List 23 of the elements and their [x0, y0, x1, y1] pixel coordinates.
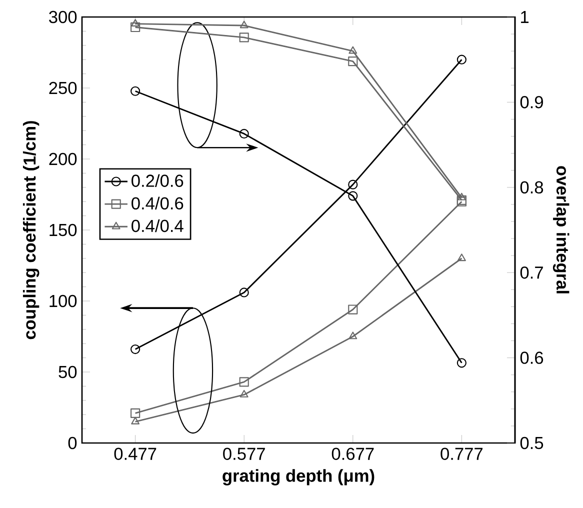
- legend-label: 0.4/0.4: [132, 219, 184, 232]
- legend-label: 0.4/0.6: [132, 196, 184, 210]
- y-tick-label: 100: [50, 294, 77, 308]
- y2-tick-label: 1: [521, 11, 529, 23]
- y-tick-label: 300: [49, 10, 77, 24]
- legend-label: 0.2/0.6: [132, 174, 184, 187]
- y-tick-label: 0: [68, 436, 77, 450]
- y2-axis-title: overlap integral: [552, 166, 570, 294]
- x-tick-label: 0.777: [440, 448, 482, 460]
- y-tick-label: 200: [49, 152, 77, 166]
- y-tick-label: 50: [58, 366, 77, 378]
- y2-tick-label: 0.6: [520, 352, 544, 364]
- y2-tick-label: 0.9: [520, 96, 543, 108]
- y2-tick-label: 0.7: [520, 266, 543, 279]
- y-axis-title: coupling coefficient (1/cm): [22, 121, 40, 340]
- x-axis-title: grating depth (μm): [222, 469, 374, 486]
- x-tick-label: 0.677: [332, 448, 374, 460]
- y-tick-label: 150: [50, 224, 77, 236]
- y2-tick-label: 0.5: [520, 436, 544, 450]
- y-tick-label: 250: [49, 82, 77, 94]
- x-tick-label: 0.477: [114, 448, 156, 460]
- x-tick-label: 0.577: [223, 448, 265, 460]
- y2-tick-label: 0.8: [520, 181, 544, 194]
